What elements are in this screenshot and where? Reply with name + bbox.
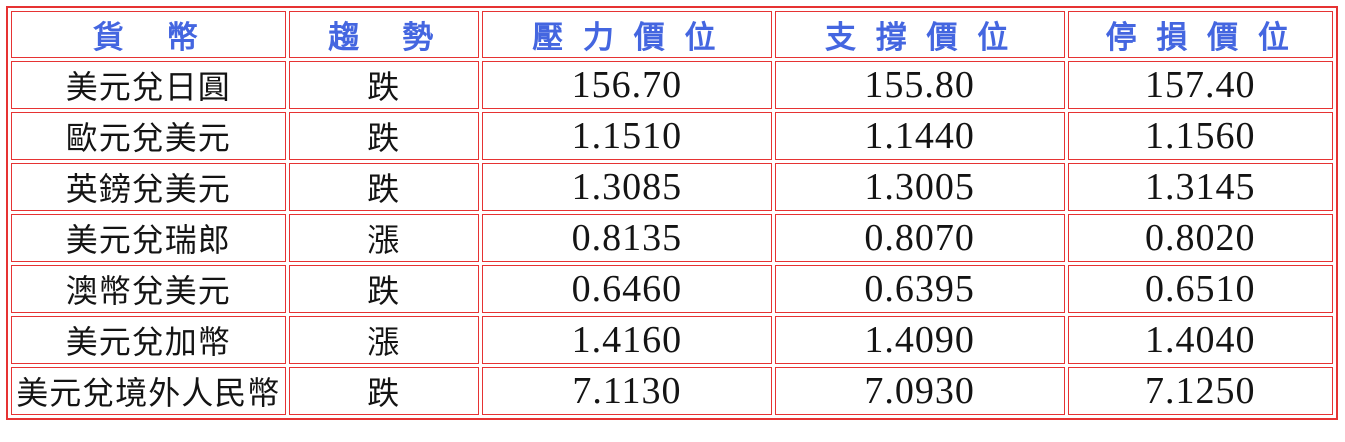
table-row: 英鎊兌美元 跌 1.3085 1.3005 1.3145 bbox=[11, 163, 1333, 211]
cell-stoploss: 0.8020 bbox=[1067, 214, 1333, 262]
cell-trend: 跌 bbox=[288, 112, 480, 160]
cell-support: 1.4090 bbox=[774, 316, 1065, 364]
cell-currency: 美元兌加幣 bbox=[11, 316, 286, 364]
cell-resistance: 0.8135 bbox=[482, 214, 772, 262]
cell-trend: 漲 bbox=[288, 214, 480, 262]
table-row: 美元兌日圓 跌 156.70 155.80 157.40 bbox=[11, 61, 1333, 109]
cell-resistance: 156.70 bbox=[482, 61, 772, 109]
table-header: 貨 幣 趨 勢 壓 力 價 位 支 撐 價 位 停 損 價 位 bbox=[11, 11, 1333, 58]
cell-resistance: 7.1130 bbox=[482, 367, 772, 415]
fx-levels-table: 貨 幣 趨 勢 壓 力 價 位 支 撐 價 位 停 損 價 位 美元兌日圓 跌 … bbox=[6, 6, 1338, 420]
header-cell-currency: 貨 幣 bbox=[11, 11, 286, 58]
cell-resistance: 1.4160 bbox=[482, 316, 772, 364]
header-cell-resistance: 壓 力 價 位 bbox=[482, 11, 772, 58]
cell-trend: 跌 bbox=[288, 265, 480, 313]
table-row: 澳幣兌美元 跌 0.6460 0.6395 0.6510 bbox=[11, 265, 1333, 313]
cell-stoploss: 7.1250 bbox=[1067, 367, 1333, 415]
table-row: 歐元兌美元 跌 1.1510 1.1440 1.1560 bbox=[11, 112, 1333, 160]
cell-stoploss: 1.4040 bbox=[1067, 316, 1333, 364]
header-cell-support: 支 撐 價 位 bbox=[774, 11, 1065, 58]
cell-resistance: 1.1510 bbox=[482, 112, 772, 160]
cell-support: 0.8070 bbox=[774, 214, 1065, 262]
table-row: 美元兌瑞郎 漲 0.8135 0.8070 0.8020 bbox=[11, 214, 1333, 262]
table-body: 美元兌日圓 跌 156.70 155.80 157.40 歐元兌美元 跌 1.1… bbox=[11, 61, 1333, 415]
cell-trend: 跌 bbox=[288, 163, 480, 211]
cell-currency: 澳幣兌美元 bbox=[11, 265, 286, 313]
cell-stoploss: 0.6510 bbox=[1067, 265, 1333, 313]
cell-support: 7.0930 bbox=[774, 367, 1065, 415]
cell-currency: 美元兌境外人民幣 bbox=[11, 367, 286, 415]
cell-stoploss: 157.40 bbox=[1067, 61, 1333, 109]
cell-support: 1.1440 bbox=[774, 112, 1065, 160]
cell-trend: 跌 bbox=[288, 367, 480, 415]
cell-stoploss: 1.1560 bbox=[1067, 112, 1333, 160]
cell-trend: 跌 bbox=[288, 61, 480, 109]
cell-currency: 美元兌瑞郎 bbox=[11, 214, 286, 262]
cell-support: 155.80 bbox=[774, 61, 1065, 109]
table-row: 美元兌境外人民幣 跌 7.1130 7.0930 7.1250 bbox=[11, 367, 1333, 415]
cell-currency: 歐元兌美元 bbox=[11, 112, 286, 160]
cell-stoploss: 1.3145 bbox=[1067, 163, 1333, 211]
cell-resistance: 1.3085 bbox=[482, 163, 772, 211]
header-cell-stoploss: 停 損 價 位 bbox=[1067, 11, 1333, 58]
cell-currency: 英鎊兌美元 bbox=[11, 163, 286, 211]
cell-support: 1.3005 bbox=[774, 163, 1065, 211]
cell-trend: 漲 bbox=[288, 316, 480, 364]
header-row: 貨 幣 趨 勢 壓 力 價 位 支 撐 價 位 停 損 價 位 bbox=[11, 11, 1333, 58]
table-row: 美元兌加幣 漲 1.4160 1.4090 1.4040 bbox=[11, 316, 1333, 364]
header-cell-trend: 趨 勢 bbox=[288, 11, 480, 58]
cell-currency: 美元兌日圓 bbox=[11, 61, 286, 109]
cell-resistance: 0.6460 bbox=[482, 265, 772, 313]
cell-support: 0.6395 bbox=[774, 265, 1065, 313]
